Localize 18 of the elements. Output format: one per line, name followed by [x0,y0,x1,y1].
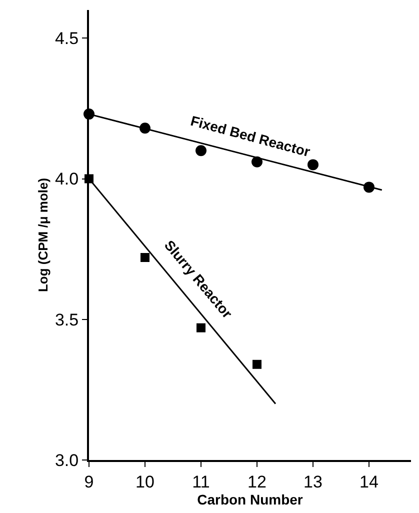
y-tick-label: 3.5 [54,310,79,330]
y-axis-title: Log (CPM /μ mole) [35,178,50,292]
x-tick-label: 11 [192,472,210,492]
y-tick-label: 3.0 [54,450,79,470]
x-tick-label: 12 [248,472,266,492]
x-tick-label: 9 [84,472,94,492]
point [140,253,150,262]
point [196,145,206,156]
text: Fixed Bed Reactor [188,112,312,160]
point [196,323,206,332]
x-tick-label: 14 [360,472,378,492]
x-axis-title: Carbon Number [197,491,304,508]
y-tick-label: 4.5 [54,29,79,48]
x-tick-label: 10 [136,472,154,492]
y-tick-label: 4.0 [54,170,79,189]
point [308,159,318,170]
x-tick-label: 13 [304,472,322,492]
point [252,360,262,369]
